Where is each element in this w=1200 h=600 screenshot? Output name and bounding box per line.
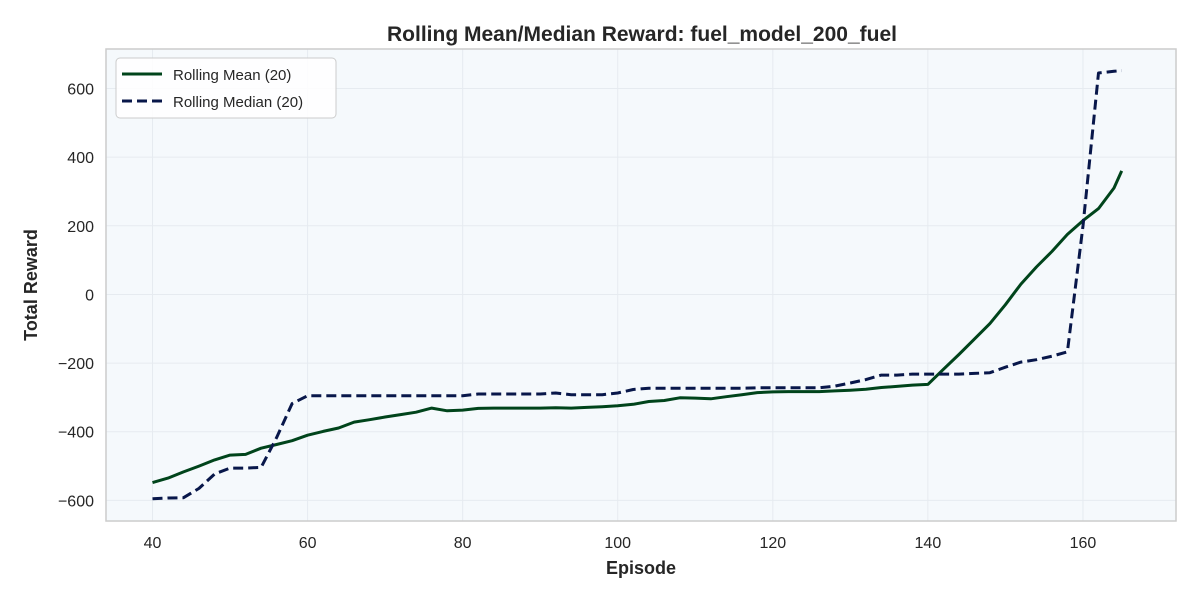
rolling-median-line (152, 69, 1122, 501)
x-tick-label: 80 (454, 535, 472, 552)
y-tick-label: 400 (67, 150, 94, 167)
x-tick-label: 60 (299, 535, 317, 552)
y-axis-ticks: −600 −400 −200 0 200 400 600 (58, 81, 94, 510)
plot-frame (105, 48, 1177, 522)
y-tick-label: 600 (67, 81, 94, 98)
x-tick-label: 100 (604, 535, 631, 552)
chart-title: Rolling Mean/Median Reward: fuel_model_2… (387, 23, 897, 46)
y-tick-label: 0 (85, 287, 94, 304)
y-tick-label: −200 (58, 356, 94, 373)
y-axis-label: Total Reward (21, 229, 41, 341)
x-axis-label: Episode (606, 558, 676, 578)
x-axis-ticks: 40 60 80 100 120 140 160 (144, 535, 1097, 552)
legend-box (115, 57, 337, 119)
rolling-mean-line (152, 170, 1124, 485)
x-tick-label: 140 (915, 535, 942, 552)
y-tick-label: −600 (58, 493, 94, 510)
y-tick-label: 200 (67, 219, 94, 236)
legend-mean-label: Rolling Mean (20) (173, 67, 291, 84)
y-tick-label: −400 (58, 425, 94, 442)
x-tick-label: 40 (144, 535, 162, 552)
x-tick-label: 160 (1070, 535, 1097, 552)
plot-area (106, 49, 1176, 521)
grid (106, 49, 1176, 521)
legend: Rolling Mean (20) Rolling Median (20) (115, 57, 337, 119)
series-lines (152, 69, 1124, 501)
x-tick-label: 120 (759, 535, 786, 552)
legend-median-label: Rolling Median (20) (173, 94, 303, 111)
